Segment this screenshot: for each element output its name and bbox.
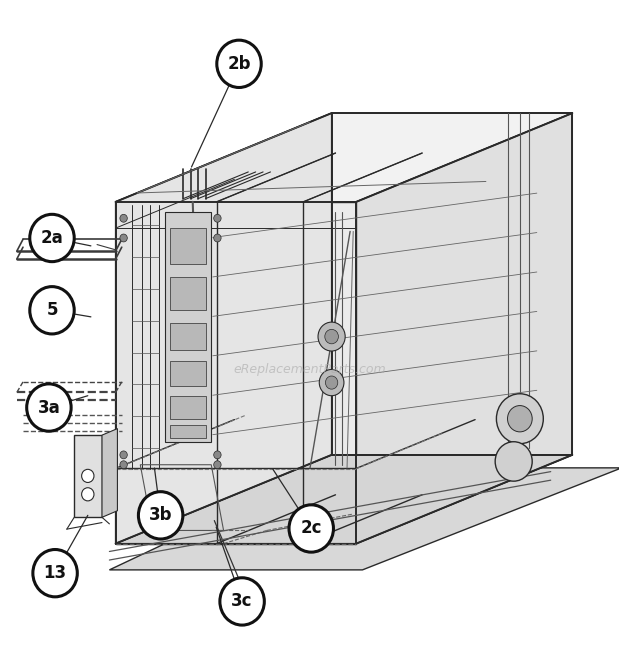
Circle shape — [214, 461, 221, 469]
Polygon shape — [115, 455, 572, 544]
Circle shape — [214, 451, 221, 459]
Polygon shape — [102, 428, 117, 517]
Bar — [170, 323, 206, 350]
Polygon shape — [356, 113, 572, 544]
Circle shape — [82, 469, 94, 482]
Polygon shape — [74, 435, 102, 517]
Bar — [170, 277, 206, 310]
Circle shape — [289, 505, 334, 552]
Text: 3a: 3a — [38, 399, 60, 416]
Circle shape — [508, 406, 532, 432]
Circle shape — [120, 214, 127, 222]
Text: 2c: 2c — [301, 519, 322, 537]
Circle shape — [319, 370, 344, 396]
Circle shape — [318, 322, 345, 351]
Circle shape — [27, 384, 71, 431]
Bar — [170, 361, 206, 386]
Circle shape — [120, 234, 127, 242]
Text: 3b: 3b — [149, 506, 172, 524]
Circle shape — [495, 442, 532, 481]
Circle shape — [214, 234, 221, 242]
Circle shape — [497, 394, 543, 444]
Circle shape — [138, 492, 183, 539]
Circle shape — [220, 578, 264, 625]
Circle shape — [120, 451, 127, 459]
Polygon shape — [115, 113, 572, 202]
Text: 2b: 2b — [228, 55, 250, 73]
Text: 3c: 3c — [231, 593, 253, 611]
Text: 2a: 2a — [41, 229, 63, 247]
Circle shape — [325, 329, 339, 344]
Circle shape — [214, 214, 221, 222]
Circle shape — [326, 376, 338, 389]
Polygon shape — [115, 113, 332, 544]
Text: 5: 5 — [46, 301, 58, 319]
Circle shape — [82, 488, 94, 501]
Polygon shape — [165, 212, 211, 442]
Circle shape — [120, 461, 127, 469]
Bar — [170, 425, 206, 438]
Text: 13: 13 — [43, 564, 66, 582]
Circle shape — [30, 214, 74, 261]
Circle shape — [30, 286, 74, 334]
Text: eReplacementParts.com: eReplacementParts.com — [234, 363, 386, 376]
Polygon shape — [115, 202, 356, 544]
Bar — [170, 396, 206, 418]
Bar — [170, 228, 206, 264]
Polygon shape — [109, 468, 620, 570]
Circle shape — [33, 550, 78, 597]
Circle shape — [217, 40, 261, 88]
